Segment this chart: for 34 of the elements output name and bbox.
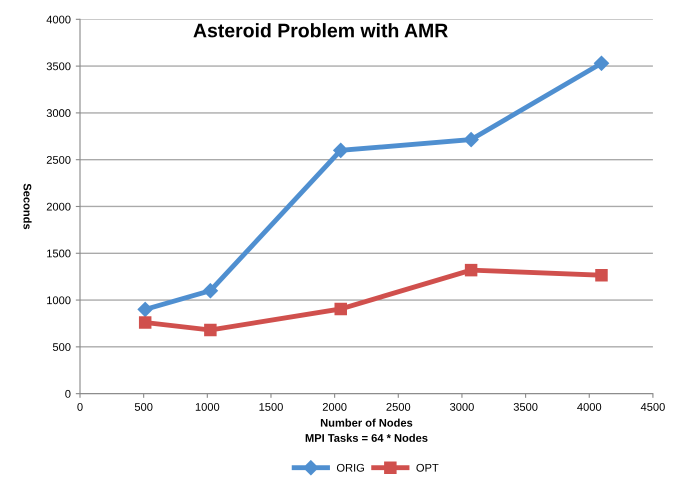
x-axis-title: Number of Nodes MPI Tasks = 64 * Nodes (306, 418, 428, 442)
point (138, 316, 152, 329)
legend-label: ORIG (336, 464, 364, 472)
y-tick-label: 4000 (46, 16, 71, 24)
y-tick-label: 2000 (46, 202, 71, 211)
y-tick-label: 3500 (46, 62, 71, 70)
point (333, 142, 348, 158)
x-tick-label: 500 (134, 402, 152, 411)
y-tick-label: 0 (65, 390, 71, 398)
y-tick-label: 1500 (47, 250, 71, 258)
point (464, 132, 479, 148)
x-tick-label: 2500 (386, 402, 410, 411)
point (594, 56, 610, 71)
y-tick-label: 1000 (47, 296, 71, 304)
y-axis-title: Seconds (23, 184, 32, 230)
legend-label: OPT (416, 464, 438, 472)
x-tick-label: 3500 (514, 402, 538, 411)
point (334, 302, 347, 316)
x-tick-label: 2000 (322, 402, 347, 411)
y-tick-label: 500 (52, 343, 71, 351)
point (464, 264, 478, 276)
chart-title: Asteroid Problem with AMR (193, 23, 448, 38)
y-tick-label: 3000 (46, 109, 71, 118)
x-tick-label: 4500 (640, 402, 665, 411)
point (138, 302, 153, 317)
x-tick-label: 1000 (196, 402, 220, 411)
x-tick-label: 4000 (577, 402, 602, 411)
point (595, 269, 608, 282)
x-tick-label: 3000 (450, 402, 474, 411)
y-tick-label: 2500 (46, 156, 71, 164)
x-tick-label: 1500 (259, 402, 283, 411)
point (202, 283, 218, 298)
x-tick-label: 0 (77, 402, 83, 411)
point (204, 324, 217, 336)
